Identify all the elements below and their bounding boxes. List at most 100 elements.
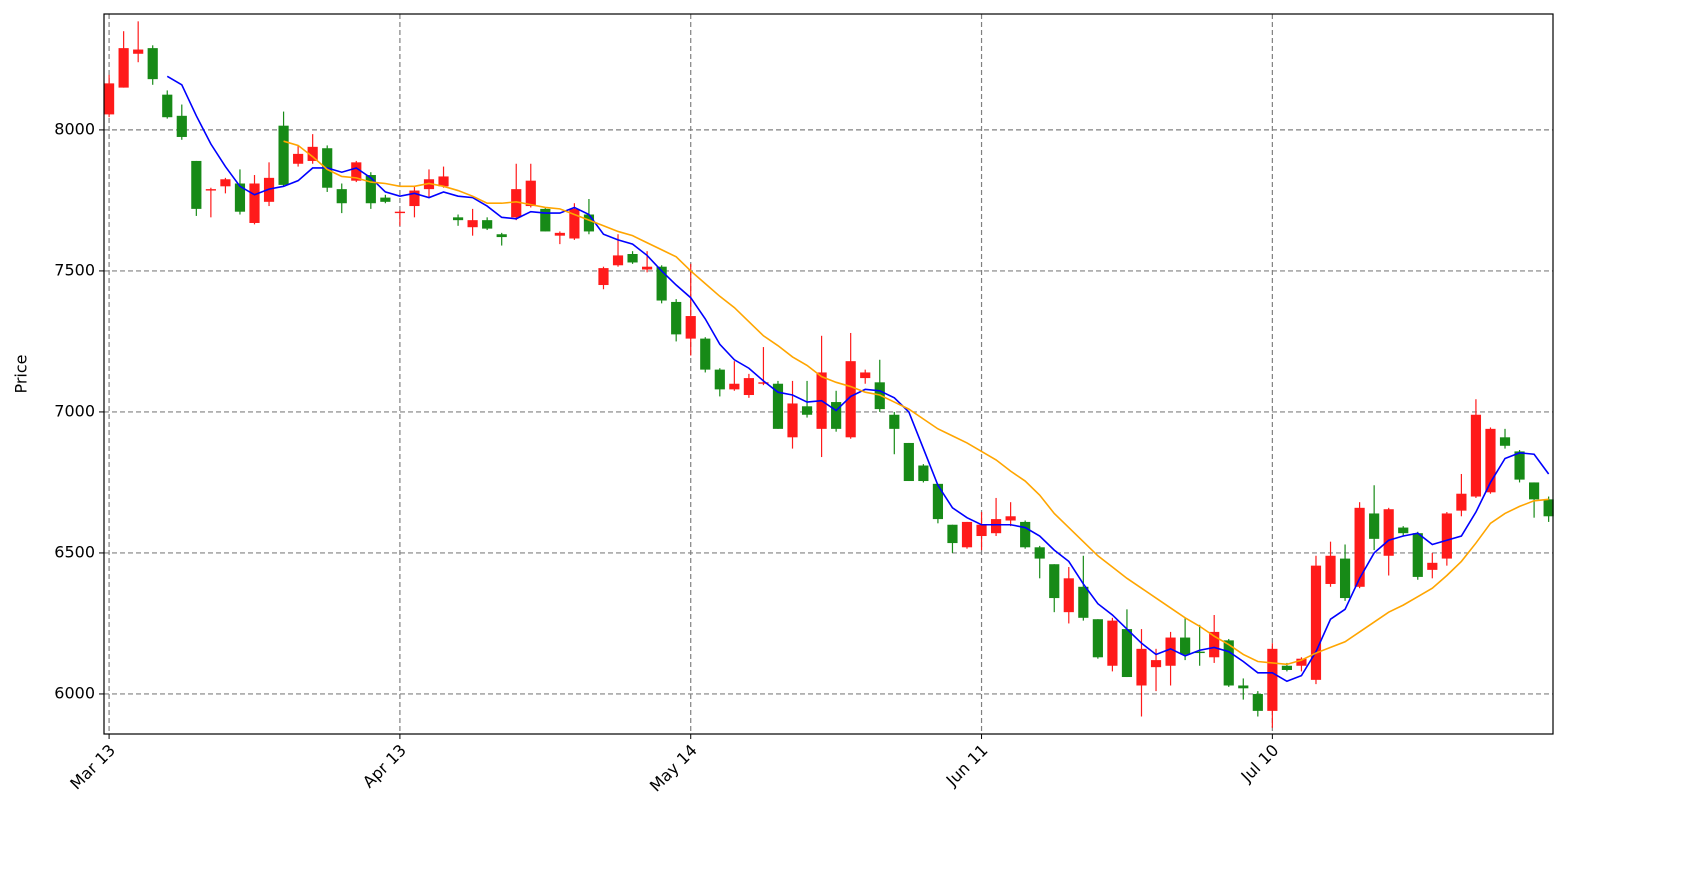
candle-body (1529, 482, 1540, 500)
candle-body (714, 369, 725, 390)
candle-body (932, 483, 944, 520)
candle-body (627, 254, 638, 263)
candle-body (961, 521, 973, 548)
candle-body (438, 176, 449, 187)
candle-body (947, 524, 958, 544)
candle-body (671, 301, 682, 335)
candle-body (1310, 565, 1322, 680)
candle-body (642, 266, 653, 270)
candle-body (1383, 509, 1394, 556)
candle-body (656, 266, 667, 301)
candle-body (918, 465, 929, 482)
candle-body (1005, 516, 1016, 521)
candle-body (1165, 637, 1176, 666)
candle-body (1281, 665, 1292, 670)
candle-body (1092, 619, 1103, 658)
candle-body (1354, 507, 1365, 587)
candle-body (380, 197, 391, 202)
candle-body (1063, 578, 1074, 613)
x-tick-label: Jun 11 (942, 741, 992, 791)
candle-body (1238, 685, 1249, 689)
candle-body (889, 414, 900, 429)
candle-body (307, 146, 318, 161)
candle-body (191, 160, 202, 209)
candle-body (772, 383, 784, 429)
candle-body (1499, 437, 1511, 446)
x-tick-label: Jul 10 (1237, 741, 1283, 787)
y-tick-label: 6000 (54, 683, 95, 702)
candle-body (845, 361, 856, 438)
candle-body (976, 524, 987, 537)
candle-body (205, 189, 216, 191)
candle-body (220, 179, 231, 187)
candle-body (1398, 527, 1409, 534)
candle-body (1267, 648, 1278, 711)
candle-body (1485, 428, 1496, 493)
candle-body (452, 217, 464, 221)
candle-body (758, 382, 769, 384)
y-tick-label: 6500 (54, 542, 95, 561)
candle-body (1020, 521, 1031, 548)
candle-body (598, 268, 609, 286)
x-tick-label: Apr 13 (359, 741, 410, 792)
candle-body (1049, 564, 1060, 599)
candle-body (583, 214, 595, 232)
candle-body (351, 162, 362, 181)
candle-body (511, 189, 522, 218)
candle-body (1296, 658, 1307, 666)
candle-body (118, 48, 129, 88)
candle-body (1136, 648, 1147, 686)
candle-body (1107, 620, 1118, 666)
candle-body (729, 383, 740, 390)
candle-body (1194, 651, 1205, 654)
candle-body (1339, 558, 1351, 599)
candle-body (1150, 660, 1162, 668)
candle-body (147, 48, 158, 80)
candle-body (1223, 640, 1234, 686)
candle-body (612, 255, 624, 266)
candle-body (1252, 693, 1263, 711)
candle-body (104, 83, 115, 115)
candle-body (990, 519, 1002, 534)
candle-body (1514, 451, 1525, 480)
candle-body (831, 402, 842, 429)
candle-body (249, 183, 260, 223)
candle-body (234, 183, 246, 212)
y-tick-label: 7500 (54, 260, 95, 279)
moving-average-line (283, 140, 1549, 666)
candle-body (1121, 629, 1133, 678)
plot-frame (103, 13, 1554, 735)
candle-body (409, 190, 420, 207)
candle-body (394, 211, 405, 214)
candle-body (903, 442, 914, 482)
candle-body (1412, 533, 1423, 577)
candle-body (467, 220, 478, 228)
x-tick-label: Mar 13 (66, 741, 119, 794)
candle-body (133, 49, 144, 54)
candle-body (162, 94, 173, 118)
candle-body (278, 125, 289, 185)
candle-body (700, 338, 711, 370)
x-tick-label: May 14 (646, 741, 701, 796)
candle-body (293, 153, 304, 164)
candle-body (1456, 493, 1467, 511)
candle-body (1209, 631, 1220, 658)
moving-average-line (166, 75, 1550, 683)
y-axis-label: Price (12, 354, 31, 393)
candle-body (176, 115, 187, 137)
candle-body (685, 316, 696, 339)
candle-body (336, 189, 347, 204)
candle-body (1078, 586, 1089, 618)
candle-body (1427, 562, 1438, 570)
candle-body (787, 403, 798, 438)
candle-body (496, 234, 507, 238)
candle-body (1369, 513, 1380, 539)
candle-body (1470, 414, 1482, 497)
candle-body (1180, 637, 1191, 655)
candle-body (1034, 547, 1045, 559)
y-tick-label: 7000 (54, 401, 95, 420)
candle-body (743, 378, 754, 396)
candle-body (860, 372, 871, 379)
candle-body (1325, 555, 1336, 584)
